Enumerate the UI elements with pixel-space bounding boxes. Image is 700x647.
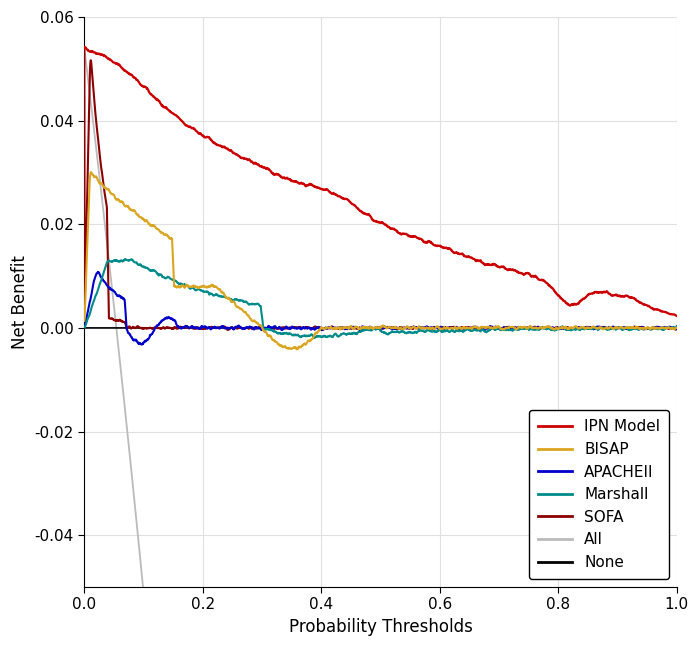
Legend: IPN Model, BISAP, APACHEII, Marshall, SOFA, All, None: IPN Model, BISAP, APACHEII, Marshall, SO… <box>529 410 669 579</box>
Y-axis label: Net Benefit: Net Benefit <box>11 255 29 349</box>
X-axis label: Probability Thresholds: Probability Thresholds <box>288 618 472 636</box>
